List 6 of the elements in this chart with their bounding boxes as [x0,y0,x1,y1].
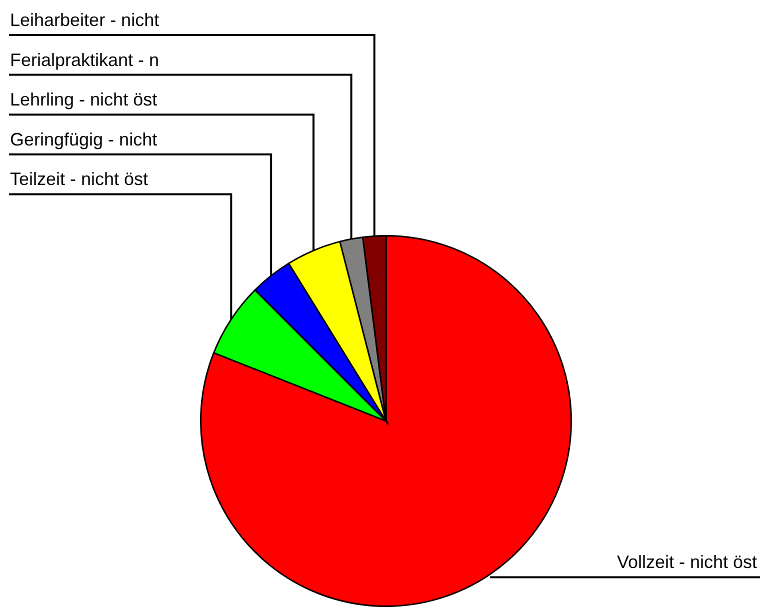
slice-label: Geringfügig - nicht [10,129,158,150]
slice-label: Lehrling - nicht öst [10,90,158,110]
slice-label: Leiharbeiter - nicht [10,10,160,30]
slice-label: Teilzeit - nicht öst [10,169,148,190]
slice-label: Vollzeit - nicht öst [616,552,757,572]
slice-label: Ferialpraktikant - n [10,50,160,70]
